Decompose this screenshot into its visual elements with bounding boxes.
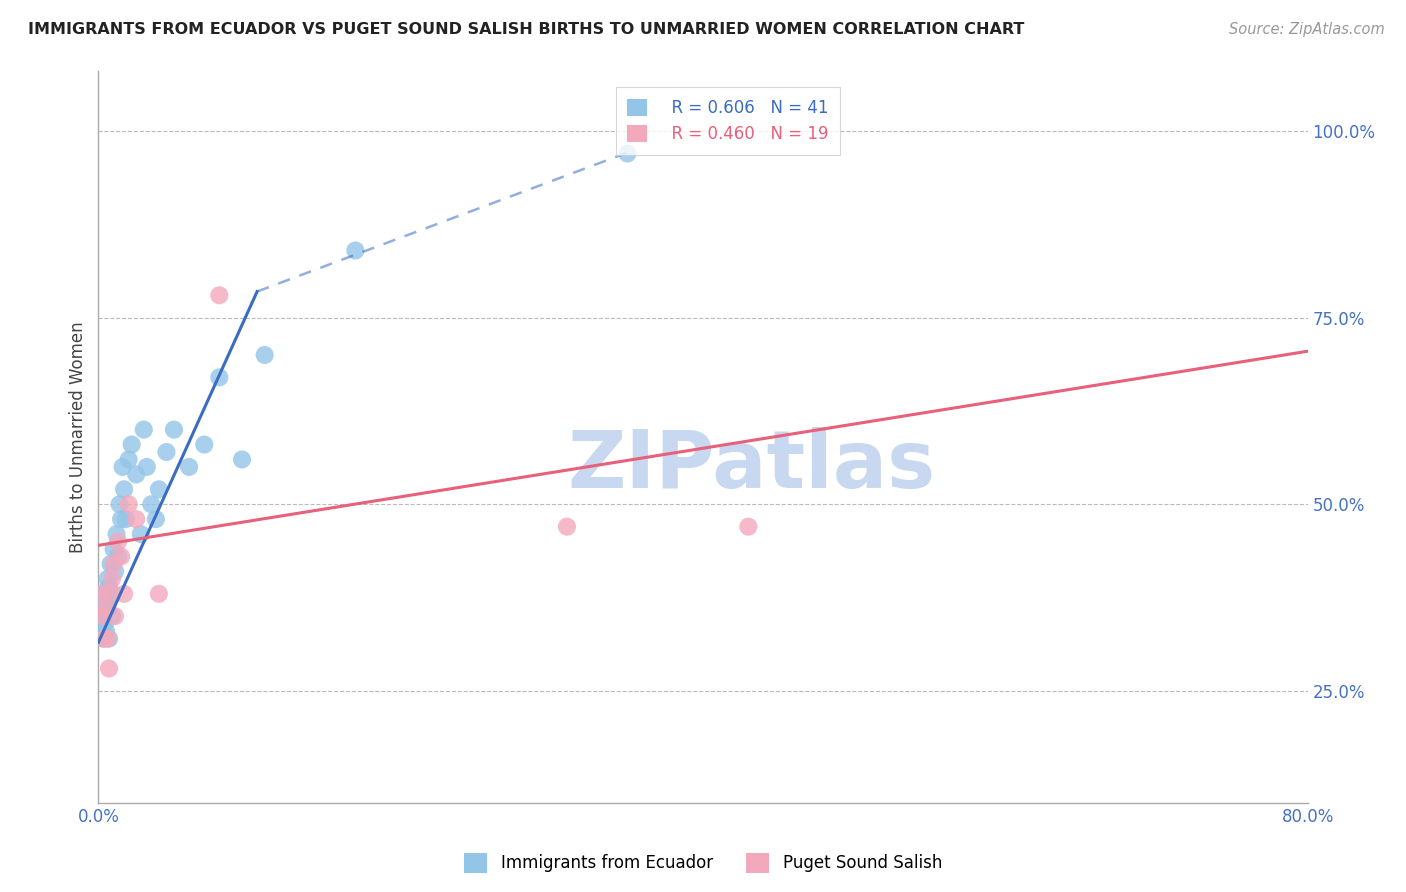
- Point: [344, 244, 367, 258]
- Text: ZIPatlas: ZIPatlas: [567, 427, 935, 506]
- Text: IMMIGRANTS FROM ECUADOR VS PUGET SOUND SALISH BIRTHS TO UNMARRIED WOMEN CORRELAT: IMMIGRANTS FROM ECUADOR VS PUGET SOUND S…: [28, 22, 1025, 37]
- Point: [114, 512, 136, 526]
- Point: [118, 452, 141, 467]
- Point: [111, 459, 134, 474]
- Point: [125, 512, 148, 526]
- Point: [163, 423, 186, 437]
- Point: [253, 348, 276, 362]
- Point: [91, 632, 114, 646]
- Point: [145, 512, 167, 526]
- Point: [155, 445, 177, 459]
- Point: [104, 609, 127, 624]
- Point: [107, 534, 129, 549]
- Point: [103, 542, 125, 557]
- Point: [148, 587, 170, 601]
- Point: [208, 288, 231, 302]
- Point: [94, 624, 117, 639]
- Point: [107, 549, 129, 564]
- Point: [93, 616, 115, 631]
- Point: [93, 601, 115, 615]
- Point: [179, 459, 201, 474]
- Point: [93, 632, 115, 646]
- Point: [98, 661, 121, 675]
- Point: [135, 459, 157, 474]
- Point: [112, 483, 135, 497]
- Point: [110, 549, 132, 564]
- Point: [129, 527, 152, 541]
- Point: [616, 146, 638, 161]
- Text: Source: ZipAtlas.com: Source: ZipAtlas.com: [1229, 22, 1385, 37]
- Point: [193, 437, 215, 451]
- Point: [90, 587, 112, 601]
- Point: [94, 594, 117, 608]
- Point: [91, 609, 114, 624]
- Point: [118, 497, 141, 511]
- Point: [125, 467, 148, 482]
- Point: [101, 587, 124, 601]
- Point: [94, 601, 117, 615]
- Y-axis label: Births to Unmarried Women: Births to Unmarried Women: [69, 321, 87, 553]
- Point: [148, 483, 170, 497]
- Point: [100, 557, 122, 571]
- Point: [208, 370, 231, 384]
- Point: [555, 519, 578, 533]
- Point: [110, 512, 132, 526]
- Point: [141, 497, 163, 511]
- Point: [108, 497, 131, 511]
- Point: [90, 587, 112, 601]
- Point: [101, 572, 124, 586]
- Point: [98, 579, 121, 593]
- Point: [96, 601, 118, 615]
- Point: [103, 557, 125, 571]
- Point: [104, 565, 127, 579]
- Point: [96, 632, 118, 646]
- Point: [112, 587, 135, 601]
- Point: [132, 423, 155, 437]
- Legend:   R = 0.606   N = 41,   R = 0.460   N = 19: R = 0.606 N = 41, R = 0.460 N = 19: [616, 87, 839, 155]
- Legend: Immigrants from Ecuador, Puget Sound Salish: Immigrants from Ecuador, Puget Sound Sal…: [457, 847, 949, 880]
- Point: [737, 519, 759, 533]
- Point: [98, 632, 121, 646]
- Point: [96, 572, 118, 586]
- Point: [231, 452, 253, 467]
- Point: [91, 609, 114, 624]
- Point: [100, 587, 122, 601]
- Point: [105, 527, 128, 541]
- Point: [121, 437, 143, 451]
- Point: [101, 609, 124, 624]
